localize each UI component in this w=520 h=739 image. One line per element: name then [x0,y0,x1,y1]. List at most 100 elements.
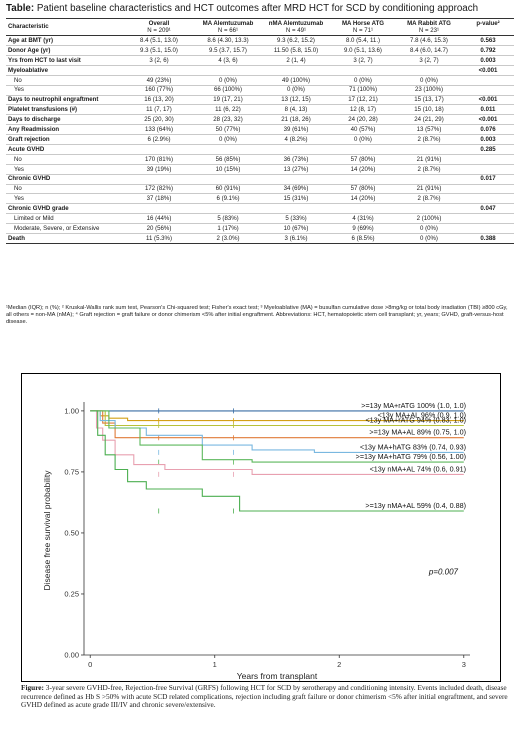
table-cell: 12 (8, 17) [349,106,377,114]
table-cell: 39 (19%) [146,165,172,173]
table-cell: 8.6 (4.30, 13.3) [207,36,249,44]
table-cell: 9.3 (6.2, 15.2) [277,36,315,44]
table-row: Yes 39 (19%) 10 (15%) 13 (27%) 14 (20%) 2 (8.… [6,164,514,175]
table-row: Any Readmission 133 (64%) 50 (77%) 39 (61%)… [6,125,514,135]
table-cell: 1 (17%) [217,224,239,232]
x-tick-label: 1 [213,660,217,669]
table-cell: 133 (64%) [144,126,174,133]
p-value-cell [462,75,514,85]
table-cell: 49 (23%) [146,76,172,84]
p-value-annotation: p=0.007 [428,567,459,576]
p-value-cell [462,85,514,95]
x-tick-label: 3 [462,660,466,669]
table-cell: 3 (6.1%) [284,234,308,242]
table-row: Death 11 (5.3%) 2 (3.0%) 3 (6.1%) 6 (8.5%) 0 … [6,234,514,244]
row-label: Chronic GVHD grade [8,205,69,213]
table-row: No 49 (23%) 0 (0%) 49 (100%) 0 (0%) 0 (0%) [6,75,514,86]
column-header-n: N = 23¹ [418,27,440,35]
table-title-text: Patient baseline characteristics and HCT… [34,3,479,14]
km-curve [90,410,464,453]
row-label: Myeloablative [8,66,48,74]
column-header-n: N = 66¹ [217,27,239,35]
row-label: Any Readmission [8,126,60,133]
p-value-cell: <0.001 [478,66,498,74]
row-label: No [14,76,22,84]
p-value-cell: 0.017 [480,175,496,183]
table-cell: 9 (69%) [352,224,374,232]
table-cell: 2 (3.0%) [216,234,240,242]
table-cell: 2 (100%) [416,215,442,223]
table-cell: 37 (18%) [146,195,172,203]
table-cell [330,204,396,214]
y-tick-label: 0.50 [64,528,79,537]
row-label: Graft rejection [8,135,50,143]
row-label: Yes [14,86,24,94]
series-label: >=13y nMA+AL 59% (0.4, 0.88) [365,501,466,510]
p-value-cell: 0.047 [480,205,496,213]
row-label: Death [8,234,25,242]
row-label: Yes [14,165,24,173]
table-cell [194,65,262,75]
table-cell: 2 (8.7%) [417,195,441,203]
table-cell: 2 (8.7%) [417,135,441,143]
p-value-cell [462,214,514,224]
table-cell [330,65,396,75]
table-cell [396,65,462,75]
km-chart: 0.00 0.25 0.50 0.75 1.00 0 1 2 3 Years from trans… [42,401,470,681]
table-cell: 11 (5.3%) [146,234,172,242]
table-cell: 0 (0%) [219,76,237,84]
table-cell: 172 (82%) [144,185,174,193]
table-cell: 6 (9.1%) [216,195,240,203]
p-value-cell: <0.001 [478,116,498,124]
table-cell [262,174,330,184]
table-cell: 10 (67%) [283,224,309,232]
table-cell: 66 (100%) [213,86,243,94]
p-value-cell: 0.003 [480,135,496,143]
header-row: Characteristic Overall N = 209¹ MA Alemtuzu… [6,17,514,37]
table-cell: 36 (73%) [283,155,309,163]
table-cell: 19 (17, 21) [213,96,243,104]
table-row: Age at BMT (yr) 8.4 (5.1, 13.0) 8.6 (4.30,… [6,36,514,46]
table-cell: 10 (15%) [215,165,241,173]
y-tick-label: 0.00 [64,651,79,660]
row-label: Age at BMT (yr) [8,36,54,44]
table-cell: 170 (81%) [144,155,174,163]
p-value-cell: 0.388 [480,234,496,242]
table-cell [262,144,330,154]
table-row: Days to discharge 25 (20, 30) 28 (23, 32) 2… [6,115,514,125]
table-cell: 13 (12, 15) [281,96,311,104]
table-cell [124,65,194,75]
p-value-cell: 0.792 [480,46,496,54]
y-tick-label: 0.75 [64,467,79,476]
table-row: Graft rejection 6 (2.9%) 0 (0%) 4 (8.2%) 0 (… [6,135,514,145]
table-cell: 16 (13, 20) [144,96,174,104]
table-footnote: ¹Median (IQR); n (%); ² Kruskal-Wallis r… [6,305,508,326]
column-header: MA Horse ATG N = 71¹ [330,17,396,37]
table-cell: 13 (57%) [416,126,442,133]
table-cell: 160 (77%) [144,86,174,94]
column-header-n: N = 49¹ [285,27,307,35]
x-tick-label: 0 [88,660,92,669]
table-cell: 2 (8.7%) [417,165,441,173]
table-cell: 16 (44%) [146,215,172,223]
table-cell: 4 (31%) [352,215,374,223]
column-header-label: MA Rabbit ATG [407,19,451,27]
table-row: Moderate, Severe, or Extensive 20 (56%) 1 … [6,224,514,234]
table-row: Yrs from HCT to last visit 3 (2, 6) 4 (3, … [6,55,514,66]
p-value-cell [462,164,514,174]
p-value-cell: 0.563 [480,36,496,44]
table-row: Chronic GVHD 0.017 [6,174,514,185]
table-title: Table: Patient baseline characteristics … [6,3,478,14]
table-cell: 8.4 (5.1, 13.0) [140,36,178,44]
column-header: MA Rabbit ATG N = 23¹ [396,17,462,37]
row-label: Donor Age (yr) [8,46,51,54]
p-value-cell [462,224,514,234]
table-cell: 9.0 (5.1, 13.6) [344,46,382,54]
figure-caption: Figure: 3-year severe GVHD-free, Rejecti… [21,683,511,710]
series-label: >=13y MA+rATG 100% (1.0, 1.0) [361,401,466,410]
table-row: Days to neutrophil engraftment 16 (13, 20… [6,95,514,105]
figure-caption-label: Figure: [21,683,44,692]
table-cell: 9.5 (3.7, 15.7) [209,46,247,54]
x-axis-label: Years from transplant [237,671,318,681]
table-cell: 39 (61%) [283,126,309,133]
